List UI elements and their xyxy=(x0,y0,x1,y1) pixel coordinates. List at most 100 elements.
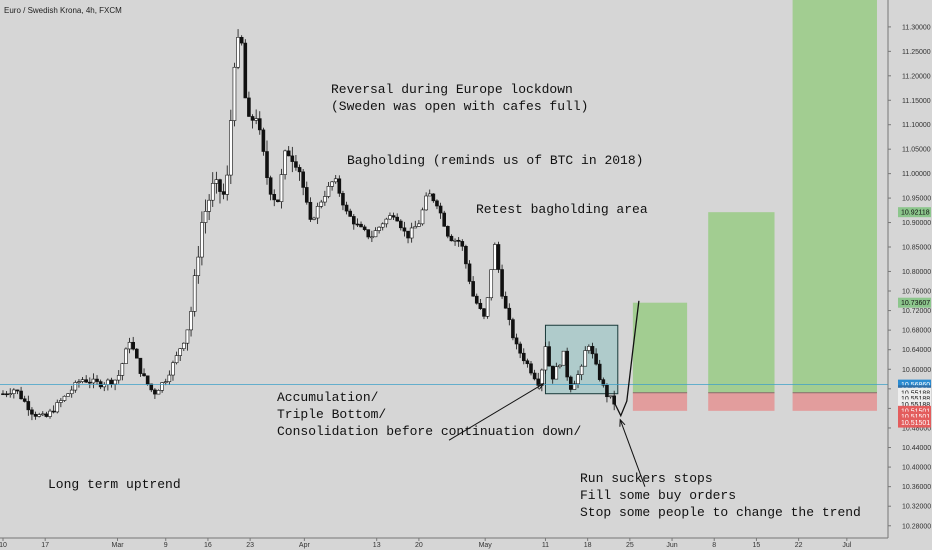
projection-curve xyxy=(614,300,640,418)
candle-body xyxy=(561,350,566,366)
candle-body xyxy=(482,308,486,317)
candle-body xyxy=(120,363,125,376)
candle-body xyxy=(73,382,78,391)
annotation-reversal[interactable]: Reversal during Europe lockdown (Sweden … xyxy=(331,82,589,114)
stop-badge xyxy=(898,411,931,422)
candle-body xyxy=(540,369,544,386)
symbol-title[interactable]: Euro / Swedish Krona, 4h, FXCM xyxy=(4,6,122,15)
time-tick-label: Apr xyxy=(299,542,311,549)
candle-body xyxy=(290,155,295,162)
candle-body xyxy=(156,390,161,395)
stop-badge-text: 10.51501 xyxy=(901,420,930,427)
candle-body xyxy=(189,311,193,331)
price-tick-label: 11.10000 xyxy=(902,122,931,129)
candle-body xyxy=(135,348,139,359)
candle-body xyxy=(265,151,269,178)
candle-body xyxy=(91,378,96,384)
price-tick-label: 11.25000 xyxy=(902,49,931,56)
candle-body xyxy=(532,372,537,380)
target-badge-text: 10.73607 xyxy=(901,300,930,307)
candle-body xyxy=(40,413,45,416)
candle-body xyxy=(417,223,421,227)
candle-body xyxy=(464,246,468,265)
annotation-retest[interactable]: Retest bagholding area xyxy=(476,202,648,217)
time-tick-label: 22 xyxy=(795,542,803,549)
price-tick-label: 10.40000 xyxy=(902,465,931,472)
price-tick-label: 10.68000 xyxy=(902,328,931,335)
time-tick-label: 16 xyxy=(204,542,212,549)
candle-body xyxy=(536,378,541,386)
candle-body xyxy=(362,226,367,230)
price-tick-label: 10.36000 xyxy=(902,484,931,491)
price-axis-bg xyxy=(888,0,932,550)
candle-body xyxy=(496,244,501,270)
candle-body xyxy=(507,307,512,320)
candle-body xyxy=(149,383,154,391)
profit-zone xyxy=(632,302,688,393)
candle-body xyxy=(236,37,240,68)
candle-body xyxy=(283,150,287,175)
price-tick-label: 10.90000 xyxy=(902,220,931,227)
candle-body xyxy=(113,379,117,385)
candle-body xyxy=(124,348,128,364)
candle-body xyxy=(109,379,114,385)
annotation-uptrend[interactable]: Long term uptrend xyxy=(48,477,181,492)
time-tick-label: 17 xyxy=(41,542,49,549)
candle-body xyxy=(453,239,457,242)
candle-body xyxy=(529,363,533,374)
candle-body xyxy=(420,209,425,225)
candle-body xyxy=(272,194,277,201)
time-tick-label: May xyxy=(479,542,493,549)
candle-body xyxy=(442,212,447,227)
candle-body xyxy=(15,389,20,392)
time-tick-label: 8 xyxy=(712,542,716,549)
candle-body xyxy=(431,193,436,202)
loss-zone xyxy=(792,392,877,411)
annotation-bagholding[interactable]: Bagholding (reminds us of BTC in 2018) xyxy=(347,153,644,168)
candle-body xyxy=(62,395,67,401)
candle-body xyxy=(500,269,504,297)
candle-body xyxy=(95,378,99,382)
candle-body xyxy=(77,381,81,383)
time-tick-label: 18 xyxy=(584,542,592,549)
annotation-run-suckers[interactable]: Run suckers stops Fill some buy orders S… xyxy=(580,471,861,520)
price-badges-layer: 10.7360710.9211810.5686003:15:2110.55188… xyxy=(898,207,931,428)
candle-body xyxy=(232,66,237,121)
candle-body xyxy=(373,230,378,238)
candle-body xyxy=(294,161,298,168)
price-tick-label: 10.76000 xyxy=(902,289,931,296)
candle-body xyxy=(243,42,248,99)
candle-body xyxy=(19,390,23,400)
candle-body xyxy=(518,343,522,354)
profit-zone xyxy=(792,0,877,393)
candle-body xyxy=(583,350,588,367)
candle-body xyxy=(391,215,396,218)
candle-body xyxy=(315,206,320,219)
candle-body xyxy=(594,353,598,365)
loss-zone xyxy=(632,392,688,411)
candle-body xyxy=(239,37,244,44)
candle-body xyxy=(467,263,472,282)
candle-body xyxy=(351,216,356,225)
current-price-badge xyxy=(898,379,931,390)
candle-body xyxy=(196,256,201,276)
target-badge-text: 10.92118 xyxy=(901,210,930,217)
price-tick-label: 10.32000 xyxy=(902,504,931,511)
candle-body xyxy=(167,374,172,383)
price-tick-label: 11.05000 xyxy=(902,147,931,154)
price-tick-label: 10.95000 xyxy=(902,196,931,203)
candle-body xyxy=(116,375,121,381)
price-tick-label: 10.80000 xyxy=(902,269,931,276)
candle-body xyxy=(207,199,211,212)
candle-body xyxy=(409,227,414,239)
entry-badge-text: 10.55188 xyxy=(901,402,930,409)
candle-body xyxy=(8,393,13,395)
candle-body xyxy=(605,384,609,398)
time-tick-label: 23 xyxy=(246,542,254,549)
annotation-accumulation[interactable]: Accumulation/ Triple Bottom/ Consolidati… xyxy=(277,390,582,439)
candle-body xyxy=(308,201,313,220)
candle-body xyxy=(366,229,371,238)
candle-body xyxy=(608,395,613,398)
